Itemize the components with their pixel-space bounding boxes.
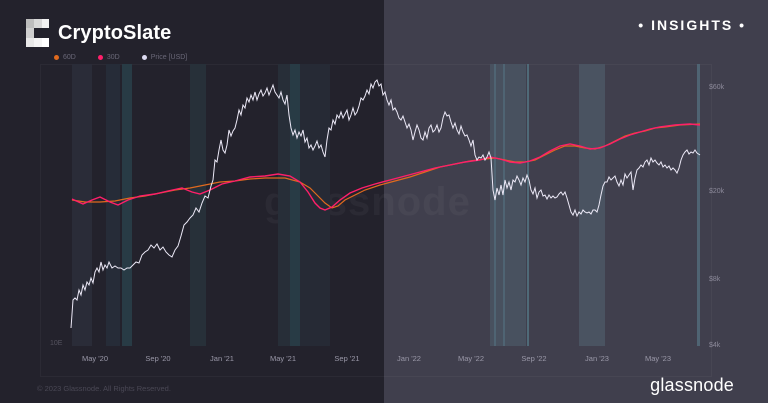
series-60d-line	[71, 123, 701, 209]
shaded-bands	[72, 64, 700, 346]
x-tick-label: Sep '20	[145, 354, 171, 363]
y-tick-label: $20k	[709, 188, 725, 195]
legend-item-60d[interactable]: 60D	[54, 54, 76, 61]
legend-label: 60D	[63, 54, 76, 61]
chart-legend: 60D 30D Price [USD]	[54, 54, 187, 61]
cryptoslate-logo-icon	[26, 19, 49, 47]
brand-name: CryptoSlate	[58, 22, 172, 44]
x-tick-label: Jan '23	[585, 354, 609, 363]
y-tick-label: $4k	[709, 342, 721, 349]
x-tick-label: Sep '22	[521, 354, 547, 363]
legend-label: 30D	[106, 54, 120, 61]
x-tick-label: May '22	[457, 354, 485, 363]
x-tick-label: May '23	[644, 354, 672, 363]
legend-label: Price [USD]	[150, 54, 188, 61]
x-tick-label: May '20	[81, 354, 109, 363]
background-right	[384, 0, 768, 403]
legend-dot-icon	[141, 55, 147, 60]
series-30d-line	[71, 123, 701, 211]
x-tick-label: Sep '21	[334, 354, 360, 363]
y-tick-label: $8k	[709, 276, 721, 283]
legend-item-30d[interactable]: 30D	[97, 54, 120, 61]
copyright-text: © 2023 Glassnode. All Rights Reserved.	[37, 384, 171, 393]
legend-dot-icon	[54, 55, 59, 60]
series-price-line	[70, 79, 701, 329]
x-tick-label: Jan '21	[210, 354, 234, 363]
y-left-tick-label: 10E	[50, 340, 63, 347]
legend-item-price[interactable]: Price [USD]	[141, 54, 188, 61]
glassnode-logo: glassnode	[650, 375, 734, 395]
chart-frame	[40, 64, 712, 377]
insights-badge: • INSIGHTS •	[638, 17, 746, 33]
y-tick-label: $60k	[709, 84, 725, 91]
legend-dot-icon	[97, 55, 103, 60]
x-tick-label: May '21	[269, 354, 297, 363]
x-tick-label: Jan '22	[397, 354, 421, 363]
